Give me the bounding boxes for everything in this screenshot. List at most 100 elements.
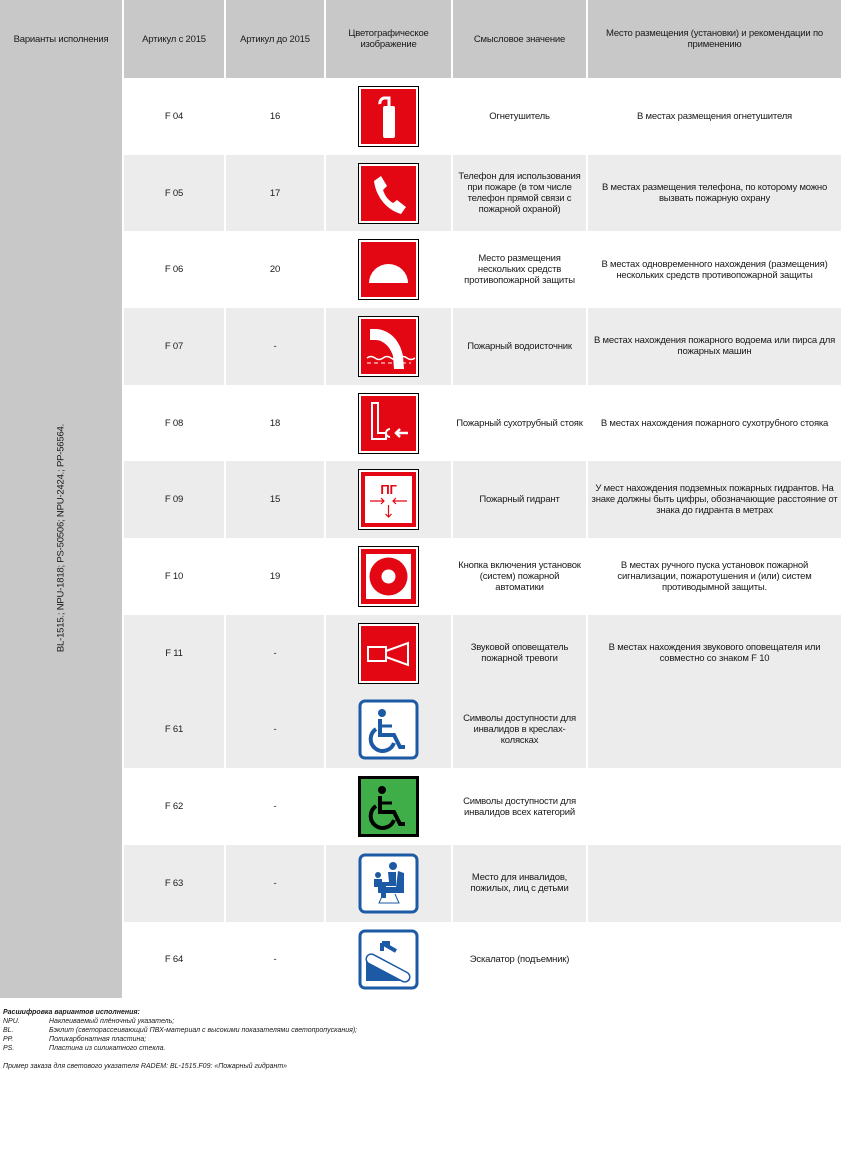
header-variants: Варианты исполнения <box>0 0 124 78</box>
article-old: 16 <box>225 78 326 155</box>
article-old: 15 <box>225 461 326 539</box>
article-new: F 05 <box>123 154 226 232</box>
header-meaning: Смысловое значение <box>452 0 588 78</box>
dry-riser-icon <box>358 392 419 454</box>
legend-heading: Расшифровка вариантов исполнения: <box>3 1009 140 1016</box>
sign-image-cell <box>325 844 453 922</box>
article-old: 20 <box>225 231 326 309</box>
placement: В местах нахождения пожарного сухотрубно… <box>600 417 829 429</box>
placement: В местах нахождения звукового оповещател… <box>587 614 841 692</box>
footer-legend: Расшифровка вариантов исполнения: NPU. На… <box>3 1008 357 1071</box>
phone-icon <box>358 162 419 224</box>
placement: В местах одновременного нахождения (разм… <box>601 258 828 281</box>
meaning: Символы доступности для инвалидов в крес… <box>452 691 588 769</box>
sign-image-cell <box>325 154 453 232</box>
placement <box>587 922 841 999</box>
meaning: Огнетушитель <box>452 78 588 155</box>
table-header: Варианты исполнения Артикул с 2015 Артик… <box>0 0 841 78</box>
escalator-icon <box>358 929 419 990</box>
meaning: Место для инвалидов, пожилых, лиц с деть… <box>452 844 588 922</box>
table-row: F 08 18 Пожарный сухотрубный стояк В местах… <box>0 384 841 462</box>
article-new: F 10 <box>123 538 226 615</box>
sign-image-cell <box>325 538 453 615</box>
table-row: F 09 15 ПГ Пожарный гидрант У мест нахождени… <box>0 461 841 539</box>
water-source-icon <box>358 315 419 377</box>
legend-item: NPU. Наклеиваемый плёночный указатель; <box>3 1017 357 1026</box>
table-row: F 10 19 Кнопка включения установок (систем… <box>0 538 841 615</box>
legend-value: Бэклит (светорассеивающий ПВХ-материал с… <box>49 1027 358 1034</box>
legend-value: Пластина из силикатного стекла. <box>49 1045 166 1052</box>
sign-image-cell <box>325 384 453 462</box>
sign-image-cell: ПГ <box>325 461 453 539</box>
legend-key: PP. <box>3 1036 14 1043</box>
header-image: Цветографическое изображение <box>325 0 453 78</box>
meaning: Пожарный гидрант <box>452 461 588 539</box>
placement: В местах размещения телефона, по котором… <box>587 154 841 232</box>
legend-item: PP. Поликарбонатная пластина; <box>3 1035 357 1044</box>
legend-value: Наклеиваемый плёночный указатель; <box>49 1018 175 1025</box>
legend-value: Поликарбонатная пластина; <box>49 1036 147 1043</box>
variants-label: BL-1515.; NPU-1818; PS-50506; NPU-2424.;… <box>55 424 67 653</box>
meaning: Телефон для использования при пожаре (в … <box>452 154 588 232</box>
sign-image-cell <box>325 921 453 999</box>
placement: В местах размещения огнетушителя <box>636 110 793 122</box>
signs-table: Варианты исполнения Артикул с 2015 Артик… <box>0 0 841 999</box>
table-row: F 62- Символы доступности для инвалидов в… <box>0 768 841 845</box>
header-article-old: Артикул до 2015 <box>225 0 326 78</box>
meaning: Место размещения нескольких средств прот… <box>452 231 588 309</box>
table-row: F 05 17 Телефон для использования при пожа… <box>0 154 841 232</box>
article-new: F 09 <box>123 461 226 539</box>
placement <box>587 691 841 769</box>
alarm-button-icon <box>358 545 419 607</box>
meaning: Звуковой оповещатель пожарной тревоги <box>452 614 588 692</box>
table-row: F 07- Пожарный водоисточник В местах нахож… <box>0 308 841 385</box>
wheelchair-green-icon <box>358 776 419 838</box>
article-new: F 61 <box>123 691 226 769</box>
article-old: - <box>225 844 326 922</box>
siren-icon <box>358 622 419 684</box>
header-placement: Место размещения (установки) и рекоменда… <box>587 0 841 78</box>
article-new: F 07 <box>123 308 226 385</box>
sign-image-cell <box>325 614 453 692</box>
article-old: 19 <box>225 538 326 615</box>
table-row: F 63- Место для инвалидов, пожилых, лиц с… <box>0 844 841 922</box>
hydrant-icon: ПГ <box>358 469 419 531</box>
meaning: Пожарный водоисточник <box>452 308 588 385</box>
legend-item: BL. Бэклит (светорассеивающий ПВХ-материа… <box>3 1026 357 1035</box>
article-new: F 06 <box>123 231 226 309</box>
sign-image-cell <box>325 768 453 845</box>
meaning: Символы доступности для инвалидов всех к… <box>452 768 588 845</box>
header-article-new: Артикул с 2015 <box>123 0 226 78</box>
order-example: Пример заказа для светового указателя RA… <box>3 1063 288 1070</box>
article-old: - <box>225 691 326 769</box>
meaning: Пожарный сухотрубный стояк <box>452 384 588 462</box>
article-new: F 11 <box>123 614 226 692</box>
article-new: F 63 <box>123 844 226 922</box>
article-old: - <box>225 768 326 845</box>
article-old: - <box>225 614 326 692</box>
placement: В местах нахождения пожарного водоема ил… <box>587 308 841 385</box>
priority-seat-icon <box>358 853 419 914</box>
legend-key: NPU. <box>3 1018 20 1025</box>
article-old: 18 <box>225 384 326 462</box>
article-old: - <box>225 308 326 385</box>
legend-key: BL. <box>3 1027 14 1034</box>
fire-extinguisher-icon <box>358 85 419 147</box>
article-new: F 08 <box>123 384 226 462</box>
article-old: - <box>225 921 326 999</box>
table-row: F 06 20 Место размещения нескольких средст… <box>0 231 841 309</box>
article-new: F 62 <box>123 768 226 845</box>
sign-image-cell <box>325 78 453 155</box>
article-new: F 04 <box>123 78 226 155</box>
table-row: BL-1515.; NPU-1818; PS-50506; NPU-2424.;… <box>0 78 841 999</box>
sign-image-cell <box>325 308 453 385</box>
article-new: F 64 <box>123 921 226 999</box>
article-old: 17 <box>225 154 326 232</box>
placement: У мест нахождения подземных пожарных гид… <box>587 461 841 539</box>
table-row: F 61- Символы доступности для инвалидов в… <box>0 691 841 769</box>
sign-image-cell <box>325 231 453 309</box>
legend-item: PS. Пластина из силикатного стекла. <box>3 1044 357 1053</box>
table-row: F 11- Звуковой оповещатель пожарной трево… <box>0 614 841 692</box>
legend-key: PS. <box>3 1045 15 1052</box>
sign-image-cell <box>325 691 453 769</box>
